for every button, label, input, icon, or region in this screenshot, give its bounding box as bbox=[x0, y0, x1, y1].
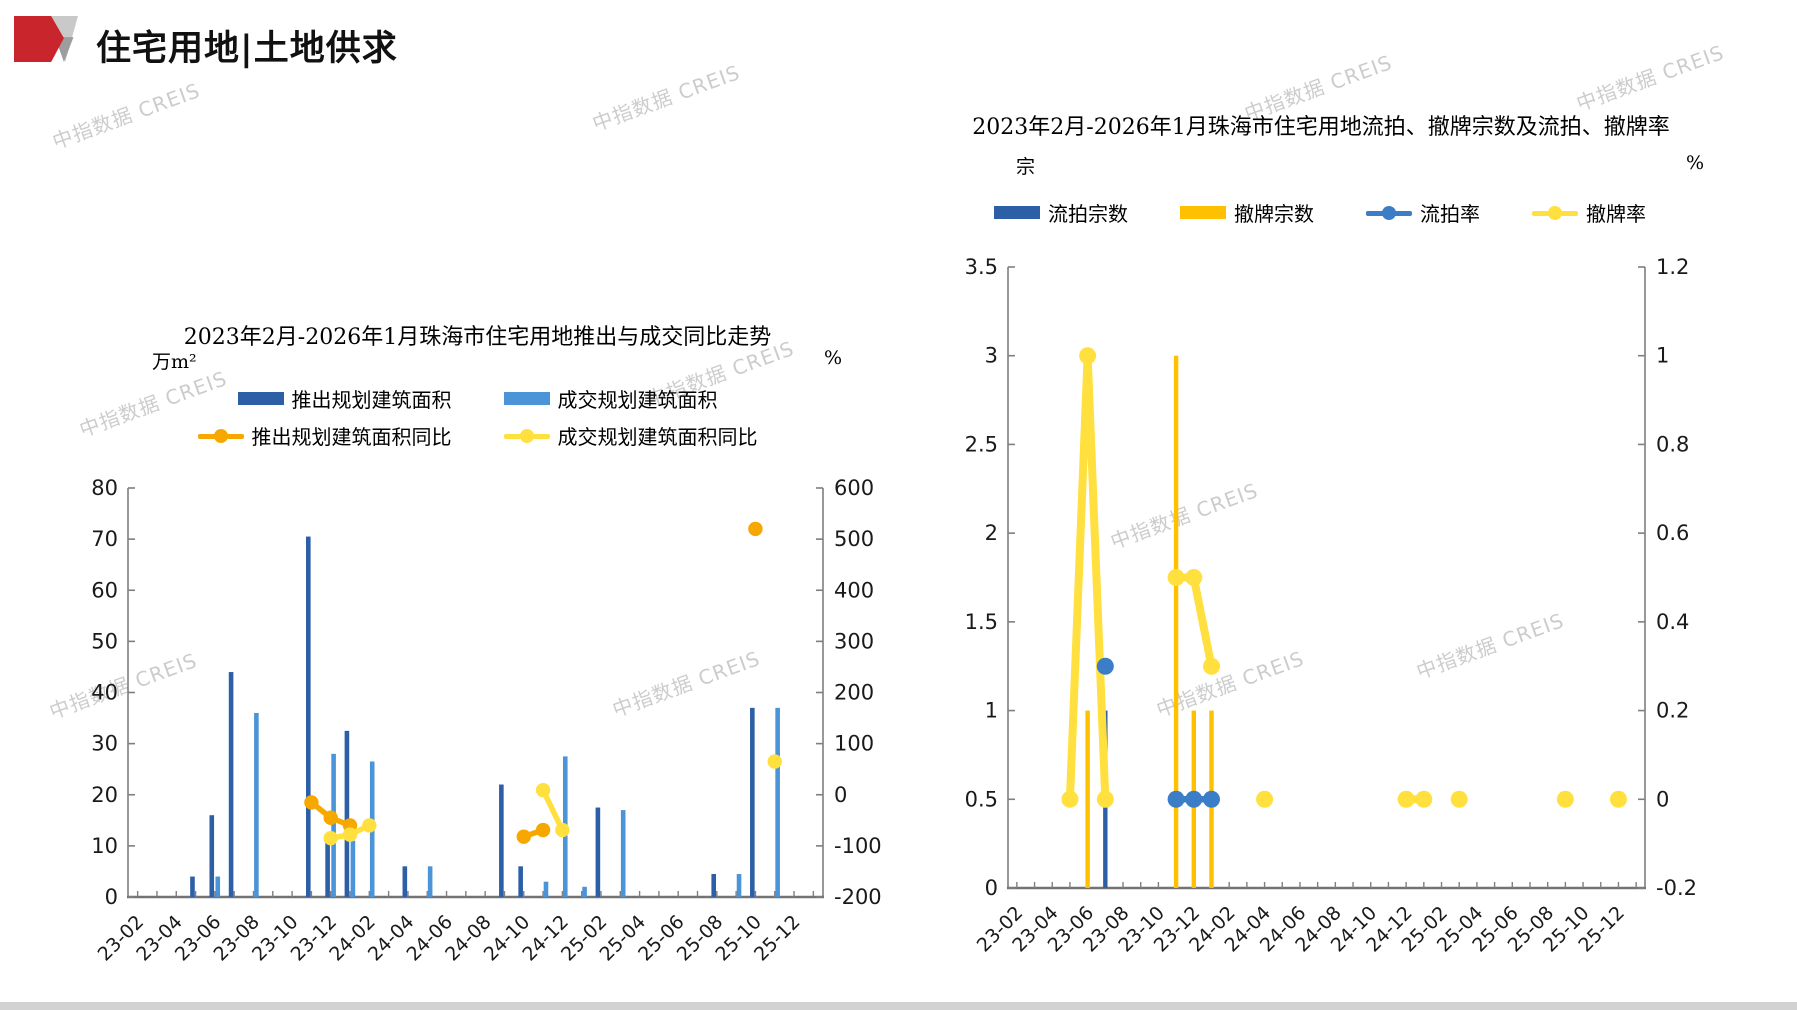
svg-text:0: 0 bbox=[1656, 787, 1669, 811]
left-chart-unit-right: % bbox=[824, 347, 843, 369]
svg-text:-0.2: -0.2 bbox=[1656, 876, 1697, 900]
creis-logo-icon bbox=[14, 16, 78, 62]
svg-text:0.2: 0.2 bbox=[1656, 699, 1689, 723]
svg-text:0: 0 bbox=[985, 876, 998, 900]
legend-label: 推出规划建筑面积 bbox=[291, 388, 452, 412]
page-title: 住宅用地|土地供求 bbox=[96, 28, 398, 69]
legend-label: 成交规划建筑面积同比 bbox=[557, 425, 758, 449]
svg-text:100: 100 bbox=[834, 732, 874, 756]
left-chart-plot: 0 10 20 30 40 50 60 70 80 -200 -100 0 100 200 300 400 50… bbox=[91, 476, 882, 966]
creis-watermark: 中指数据 CREIS bbox=[49, 78, 204, 154]
legend-line-marker-icon bbox=[197, 428, 244, 443]
legend-item: 推出规划建筑面积同比 bbox=[197, 421, 452, 450]
svg-text:60: 60 bbox=[91, 578, 118, 602]
legend-item: 推出规划建筑面积 bbox=[237, 384, 452, 413]
svg-text:10: 10 bbox=[91, 834, 118, 858]
legend-item: 撤牌宗数 bbox=[1180, 198, 1314, 227]
svg-text:300: 300 bbox=[834, 629, 874, 653]
header: 住宅用地|土地供求 bbox=[0, 0, 1797, 70]
svg-text:3: 3 bbox=[985, 344, 998, 368]
svg-text:1: 1 bbox=[1656, 344, 1669, 368]
svg-text:80: 80 bbox=[91, 476, 118, 500]
right-chart-plot: 00.511.522.533.5-0.200.20.40.60.811.223-… bbox=[965, 255, 1697, 957]
legend-label: 成交规划建筑面积 bbox=[557, 388, 718, 412]
legend-bar-swatch-icon bbox=[994, 206, 1040, 219]
legend-bar-swatch-icon bbox=[237, 392, 284, 405]
right-chart-unit-right: % bbox=[1686, 152, 1705, 174]
svg-text:20: 20 bbox=[91, 783, 118, 807]
svg-text:500: 500 bbox=[834, 527, 874, 551]
svg-text:50: 50 bbox=[91, 629, 118, 653]
svg-text:2.5: 2.5 bbox=[965, 432, 998, 456]
svg-text:1.5: 1.5 bbox=[965, 610, 998, 634]
svg-text:2: 2 bbox=[985, 521, 998, 545]
svg-text:70: 70 bbox=[91, 527, 118, 551]
svg-text:600: 600 bbox=[834, 476, 874, 500]
svg-text:0.4: 0.4 bbox=[1656, 610, 1689, 634]
svg-text:0: 0 bbox=[105, 885, 118, 909]
legend-item: 成交规划建筑面积同比 bbox=[503, 421, 758, 450]
svg-text:0: 0 bbox=[834, 783, 847, 807]
legend-item: 成交规划建筑面积 bbox=[503, 384, 718, 413]
right-chart-legend: 流拍宗数 撤牌宗数 流拍率 撤牌率 bbox=[950, 198, 1690, 227]
legend-label: 撤牌率 bbox=[1586, 202, 1646, 226]
legend-line-marker-icon bbox=[1366, 205, 1412, 220]
svg-text:0.6: 0.6 bbox=[1656, 521, 1689, 545]
legend-label: 撤牌宗数 bbox=[1234, 202, 1314, 226]
legend-item: 流拍宗数 bbox=[994, 198, 1128, 227]
legend-line-marker-icon bbox=[1532, 205, 1578, 220]
svg-text:40: 40 bbox=[91, 681, 118, 705]
svg-text:400: 400 bbox=[834, 578, 874, 602]
svg-text:-200: -200 bbox=[834, 885, 882, 909]
left-chart-title: 2023年2月-2026年1月珠海市住宅用地推出与成交同比走势 bbox=[183, 325, 772, 350]
bottom-strip bbox=[0, 1002, 1797, 1010]
right-chart-unit-left: 宗 bbox=[1016, 156, 1036, 178]
legend-line-marker-icon bbox=[503, 428, 550, 443]
legend-item: 撤牌率 bbox=[1532, 198, 1646, 227]
svg-text:0.5: 0.5 bbox=[965, 787, 998, 811]
right-chart-title: 2023年2月-2026年1月珠海市住宅用地流拍、撤牌宗数及流拍、撤牌率 bbox=[972, 115, 1670, 140]
svg-text:0.8: 0.8 bbox=[1656, 432, 1689, 456]
left-chart-legend: 推出规划建筑面积 成交规划建筑面积推出规划建筑面积同比 成交规划建筑面积同比 bbox=[120, 384, 835, 450]
legend-label: 推出规划建筑面积同比 bbox=[251, 425, 452, 449]
svg-text:1.2: 1.2 bbox=[1656, 255, 1689, 279]
legend-label: 流拍率 bbox=[1420, 202, 1480, 226]
left-chart-unit-left: 万m² bbox=[152, 351, 197, 373]
svg-text:3.5: 3.5 bbox=[965, 255, 998, 279]
legend-bar-swatch-icon bbox=[503, 392, 550, 405]
legend-item: 流拍率 bbox=[1366, 198, 1480, 227]
svg-text:-100: -100 bbox=[834, 834, 882, 858]
svg-text:1: 1 bbox=[985, 699, 998, 723]
legend-bar-swatch-icon bbox=[1180, 206, 1226, 219]
svg-text:200: 200 bbox=[834, 681, 874, 705]
svg-text:30: 30 bbox=[91, 732, 118, 756]
legend-label: 流拍宗数 bbox=[1048, 202, 1128, 226]
